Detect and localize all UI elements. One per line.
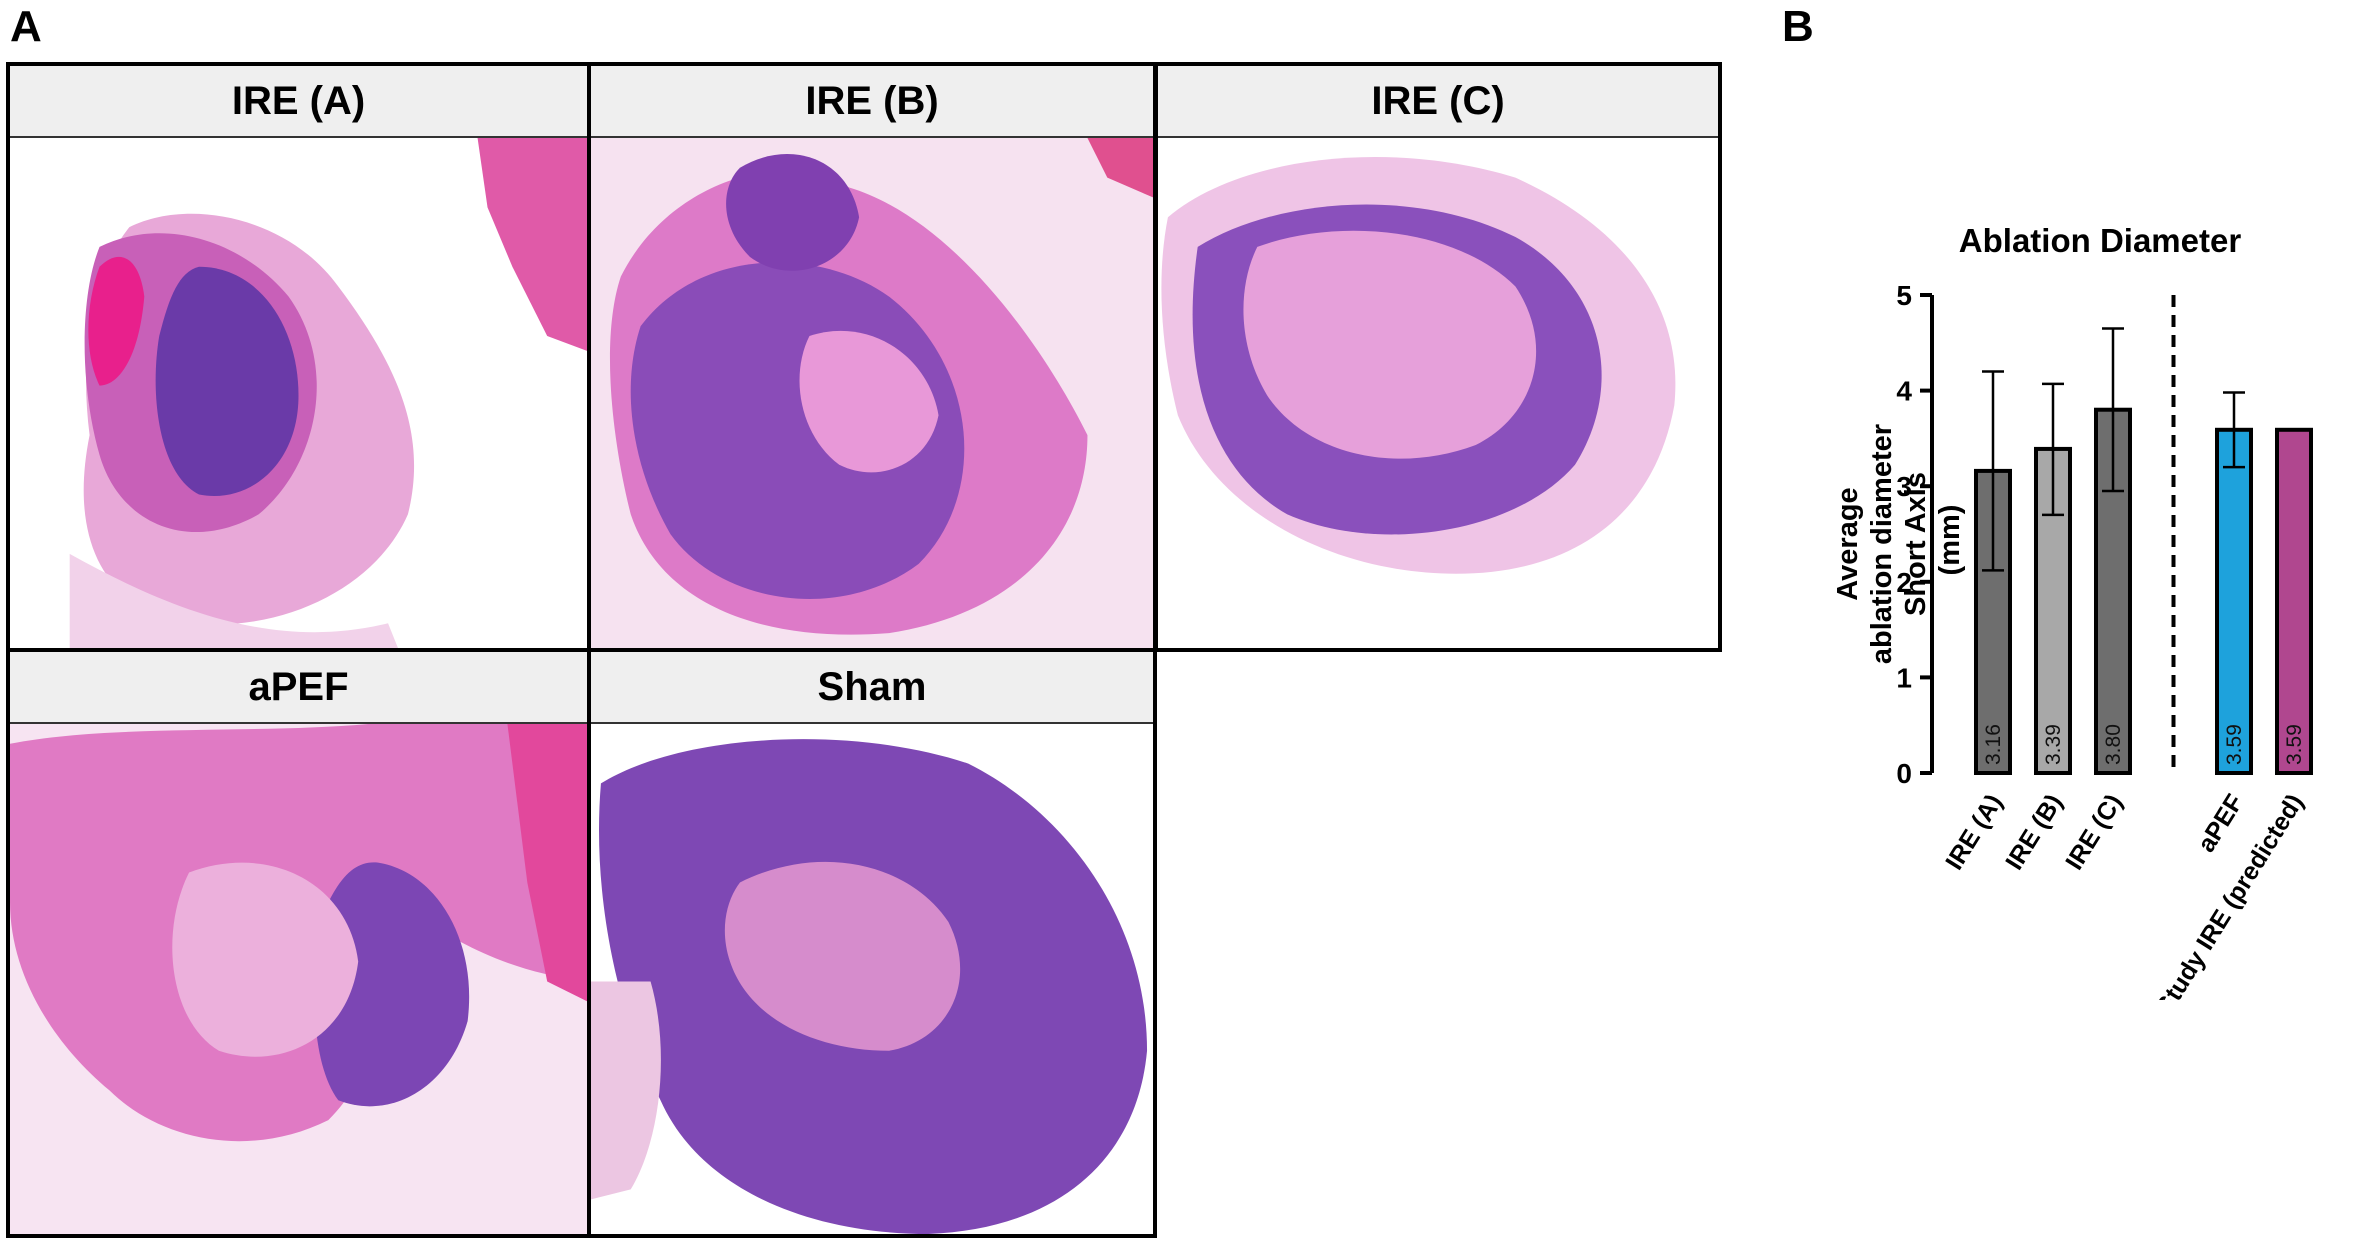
y-tick-label-5: 5 — [1896, 280, 1912, 311]
x-tick-label-2: IRE (C) — [2060, 789, 2128, 875]
tile-label-ire-b: IRE (B) — [591, 66, 1153, 138]
tile-sham: Sham — [587, 648, 1157, 1238]
histology-image-ire-b — [591, 138, 1153, 648]
tile-ire-a: IRE (A) — [6, 62, 591, 652]
bar-value-label-4: 3.59 — [2283, 724, 2306, 765]
panel-b-letter: B — [1782, 2, 1814, 51]
tile-ire-b: IRE (B) — [587, 62, 1157, 652]
tile-ire-c: IRE (C) — [1154, 62, 1722, 652]
y-axis-label-line-2: ablation diameter — [1866, 424, 1898, 664]
histology-image-ire-c — [1158, 138, 1718, 648]
panel-a-letter: A — [10, 2, 42, 51]
y-tick-label-1: 1 — [1896, 662, 1912, 693]
bar-value-label-0: 3.16 — [1982, 724, 2005, 765]
tile-label-ire-a: IRE (A) — [10, 66, 587, 138]
tile-label-ire-c: IRE (C) — [1158, 66, 1718, 138]
bar-value-label-2: 3.80 — [2102, 724, 2125, 765]
chart-title: Ablation Diameter — [1959, 222, 2242, 259]
histology-image-apef — [10, 724, 587, 1234]
x-tick-label-1: IRE (B) — [2000, 789, 2068, 875]
x-tick-label-3: aPEF — [2192, 789, 2249, 857]
bar-3 — [2215, 427, 2253, 776]
tile-label-sham: Sham — [591, 652, 1153, 724]
bar-2 — [2094, 407, 2132, 775]
histology-image-sham — [591, 724, 1153, 1234]
y-axis-label-line-3: Short Axis — [1900, 472, 1932, 616]
y-axis-label: Average ablation diameter Short Axis (mm… — [1832, 416, 1966, 664]
y-tick-label-3: 3 — [1896, 471, 1912, 502]
bar-4 — [2275, 427, 2313, 776]
y-tick-label-2: 2 — [1896, 567, 1912, 598]
bar-value-label-1: 3.39 — [2042, 724, 2065, 765]
x-tick-label-0: IRE (A) — [1940, 789, 2008, 875]
histology-image-ire-a — [10, 138, 587, 648]
y-tick-label-4: 4 — [1896, 376, 1912, 407]
y-tick-label-0: 0 — [1896, 758, 1912, 789]
ablation-diameter-chart: Ablation Diameter Average ablation diame… — [1832, 222, 2313, 1000]
tile-apef: aPEF — [6, 648, 591, 1238]
bar-value-label-3: 3.59 — [2223, 724, 2246, 765]
bar-0 — [1974, 468, 2012, 775]
tile-label-apef: aPEF — [10, 652, 587, 724]
y-axis-label-line-1: Average — [1832, 487, 1864, 600]
y-axis-label-line-4: (mm) — [1934, 505, 1966, 576]
